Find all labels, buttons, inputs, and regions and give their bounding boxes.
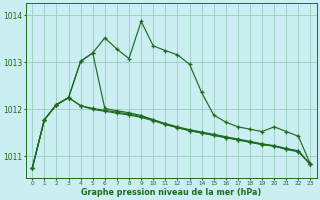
X-axis label: Graphe pression niveau de la mer (hPa): Graphe pression niveau de la mer (hPa) (81, 188, 261, 197)
